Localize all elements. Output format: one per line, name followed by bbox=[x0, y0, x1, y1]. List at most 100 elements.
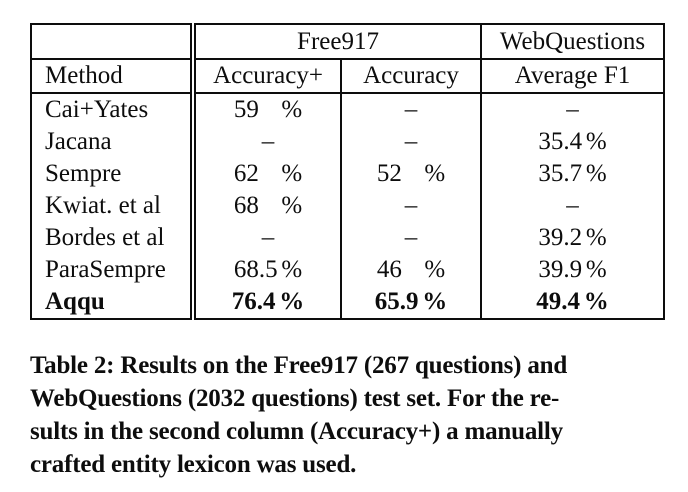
dash-mark: – bbox=[404, 128, 418, 155]
value-int: 65 bbox=[374, 288, 400, 315]
dash-mark: – bbox=[261, 224, 275, 251]
cell-value: – bbox=[262, 224, 275, 252]
percent-sign: % bbox=[424, 160, 446, 187]
dash-mark: – bbox=[404, 96, 418, 123]
average-f1-cell: – bbox=[481, 190, 664, 222]
accuracy-plus-cell: 68% bbox=[193, 190, 342, 222]
percent-sign: % bbox=[281, 256, 303, 283]
table-row-kwiat: Kwiat. et al 68% – – bbox=[31, 190, 664, 222]
value-int: 35 bbox=[538, 128, 564, 155]
method-cell: Jacana bbox=[31, 126, 196, 158]
value-int: 68 bbox=[233, 192, 259, 219]
cell-value: 39.2% bbox=[538, 224, 606, 252]
cell-value: 62% bbox=[234, 160, 302, 188]
empty-header-cell bbox=[31, 24, 196, 60]
caption-line: sults in the second column (Accuracy+) a… bbox=[30, 418, 563, 445]
group-header-row: Free917 WebQuestions bbox=[31, 24, 665, 60]
accuracy-cell: 46% bbox=[341, 254, 483, 286]
table-row-parasempre: ParaSempre 68.5% 46% 39.9% bbox=[31, 254, 664, 286]
accuracy-plus-cell: 59% bbox=[193, 93, 342, 126]
cell-value: 68.5% bbox=[234, 256, 302, 284]
percent-sign: % bbox=[585, 128, 607, 155]
percent-sign: % bbox=[585, 160, 607, 187]
percent-sign: % bbox=[281, 96, 303, 123]
table-row-bordes: Bordes et al – – 39.2% bbox=[31, 222, 664, 254]
value-int: 39 bbox=[538, 256, 564, 283]
cell-value: – bbox=[262, 128, 275, 156]
value-int: 35 bbox=[538, 160, 564, 187]
value-dec: .5 bbox=[258, 256, 278, 283]
cell-value: 49.4% bbox=[536, 288, 609, 316]
accuracy-plus-cell: – bbox=[193, 126, 342, 158]
table-row-cai-yates: Cai+Yates 59% – – bbox=[31, 93, 664, 126]
dash-mark: – bbox=[404, 192, 418, 219]
caption-line: Table 2: Results on the Free917 (267 que… bbox=[30, 352, 568, 379]
cell-value: 52% bbox=[377, 160, 445, 188]
cell-value: 35.7% bbox=[538, 160, 606, 188]
value-dec: .4 bbox=[256, 288, 276, 315]
cell-value: 35.4% bbox=[538, 128, 606, 156]
column-header-row: Method Accuracy+ Accuracy Average F1 bbox=[31, 59, 665, 94]
cell-value: 76.4% bbox=[232, 288, 305, 316]
percent-sign: % bbox=[424, 256, 446, 283]
average-f1-cell: – bbox=[481, 93, 664, 126]
table-row-jacana: Jacana – – 35.4% bbox=[31, 126, 664, 158]
accuracy-cell: – bbox=[341, 126, 483, 158]
cell-value: – bbox=[405, 224, 418, 252]
value-dec: .9 bbox=[399, 288, 419, 315]
percent-sign: % bbox=[585, 224, 607, 251]
value-dec: .4 bbox=[561, 288, 581, 315]
method-cell: Cai+Yates bbox=[31, 93, 196, 126]
average-f1-cell: 35.4% bbox=[481, 126, 664, 158]
percent-sign: % bbox=[583, 288, 609, 315]
cell-value: 39.9% bbox=[538, 256, 606, 284]
accuracy-plus-cell: 62% bbox=[193, 158, 342, 190]
table-row-sempre: Sempre 62% 52% 35.7% bbox=[31, 158, 664, 190]
accuracy-plus-cell: 68.5% bbox=[193, 254, 342, 286]
caption-line: crafted entity lexicon was used. bbox=[30, 451, 357, 478]
method-cell: Sempre bbox=[31, 158, 196, 190]
value-int: 59 bbox=[233, 96, 259, 123]
webquestions-group-header: WebQuestions bbox=[481, 24, 665, 60]
value-int: 39 bbox=[538, 224, 564, 251]
value-int: 46 bbox=[376, 256, 402, 283]
cell-value: 59% bbox=[234, 96, 302, 124]
percent-sign: % bbox=[422, 288, 448, 315]
free917-group-header: Free917 bbox=[193, 24, 483, 60]
value-dec: .2 bbox=[563, 224, 583, 251]
average-f1-cell: 39.9% bbox=[481, 254, 664, 286]
method-column-header: Method bbox=[31, 59, 196, 94]
cell-value: – bbox=[405, 128, 418, 156]
cell-value: – bbox=[405, 96, 418, 124]
accuracy-cell: – bbox=[341, 222, 483, 254]
dash-mark: – bbox=[261, 128, 275, 155]
average-f1-cell: 35.7% bbox=[481, 158, 664, 190]
table-row-aqqu: Aqqu 76.4% 65.9% 49.4% bbox=[31, 286, 664, 319]
cell-value: 68% bbox=[234, 192, 302, 220]
accuracy-column-header: Accuracy bbox=[341, 59, 483, 94]
accuracy-cell: – bbox=[341, 93, 483, 126]
value-int: 62 bbox=[233, 160, 259, 187]
accuracy-cell: 52% bbox=[341, 158, 483, 190]
dash-mark: – bbox=[566, 96, 579, 123]
results-table: Free917 WebQuestions Method Accuracy+ Ac… bbox=[30, 23, 666, 320]
accuracy-plus-cell: – bbox=[193, 222, 342, 254]
dash-mark: – bbox=[404, 224, 418, 251]
average-f1-cell: 39.2% bbox=[481, 222, 664, 254]
value-int: 68 bbox=[233, 256, 259, 283]
accuracy-plus-column-header: Accuracy+ bbox=[193, 59, 342, 94]
value-dec: .9 bbox=[563, 256, 583, 283]
cell-value: 46% bbox=[377, 256, 445, 284]
accuracy-plus-cell: 76.4% bbox=[193, 286, 342, 319]
value-int: 52 bbox=[376, 160, 402, 187]
method-cell: Bordes et al bbox=[31, 222, 196, 254]
value-int: 49 bbox=[536, 288, 562, 315]
value-dec: .4 bbox=[563, 128, 583, 155]
percent-sign: % bbox=[281, 192, 303, 219]
percent-sign: % bbox=[281, 160, 303, 187]
percent-sign: % bbox=[279, 288, 305, 315]
method-cell: Aqqu bbox=[31, 286, 196, 319]
method-cell: Kwiat. et al bbox=[31, 190, 196, 222]
cell-value: – bbox=[566, 96, 579, 124]
